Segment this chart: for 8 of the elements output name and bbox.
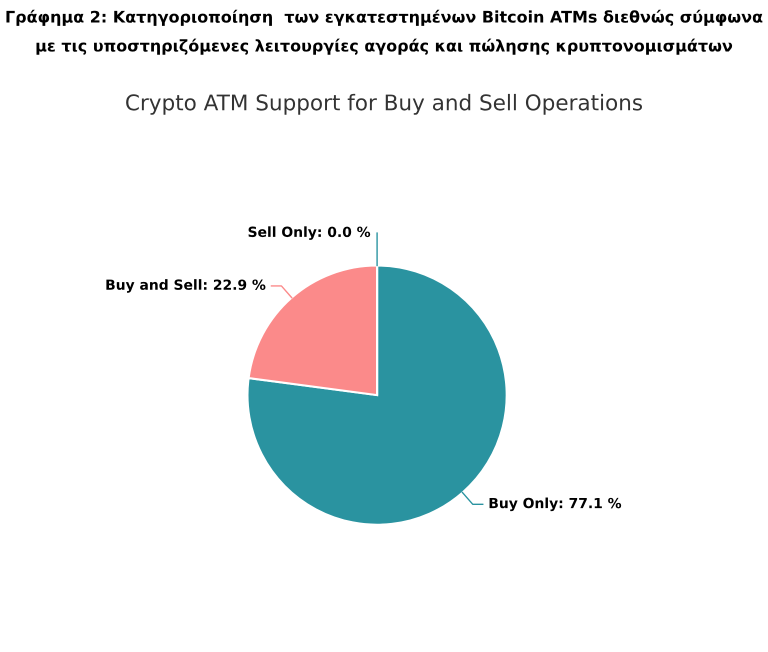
data-label: : 22.9 %	[204, 279, 266, 290]
chart-subtitle: Crypto ATM Support for Buy and Sell Operations	[126, 94, 642, 115]
slice-label: Buy Only	[490, 498, 558, 512]
chart-title: Γράφημα 2: Κατηγοριοποίηση των εγκατεστημένων Bitcoin ATMs διεθνώς σύμφωνα με τις υποστηριζόμενες λειτουργίες αγοράς και πώλησης κρυπτονομισμάτων	[6, 10, 762, 55]
slice-label: Buy and Sell	[106, 279, 202, 293]
text: : 0.0 %	[318, 226, 370, 238]
category-label: Sell Only	[248, 226, 317, 240]
data-label: : 77.1 %	[560, 498, 622, 508]
